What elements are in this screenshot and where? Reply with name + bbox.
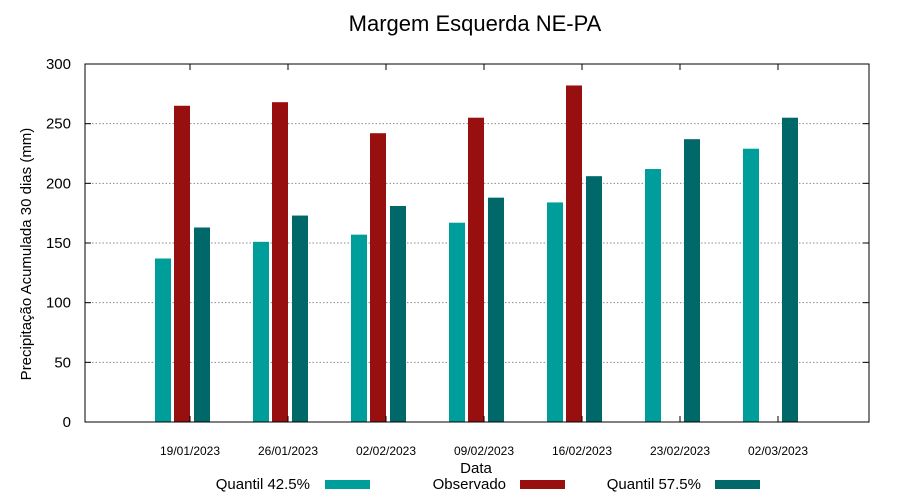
legend-label: Quantil 57.5% [607, 476, 701, 493]
bar-quantil-42-5- [155, 258, 171, 422]
x-axis: 19/01/2023 26/01/2023 02/02/2023 09/02/2023… [160, 64, 808, 458]
bar-quantil-42-5- [351, 234, 367, 422]
bar-observado [174, 105, 190, 423]
bar-quantil-57-5- [586, 176, 602, 422]
bar-observado [272, 102, 288, 422]
legend-swatch [715, 480, 760, 489]
bar-observado [468, 117, 484, 422]
bar-quantil-42-5- [449, 222, 465, 422]
y-tick-label: 0 [63, 414, 71, 431]
x-tick-label: 02/02/2023 [356, 444, 416, 458]
bar-quantil-57-5- [292, 215, 308, 422]
x-tick-label: 19/01/2023 [160, 444, 220, 458]
x-tick-label: 26/01/2023 [258, 444, 318, 458]
x-tick-label: 23/02/2023 [650, 444, 710, 458]
legend-label: Observado [433, 476, 506, 493]
bar-quantil-57-5- [488, 197, 504, 422]
chart-title: Margem Esquerda NE-PA [349, 11, 602, 36]
bar-quantil-57-5- [194, 227, 210, 422]
y-tick-label: 200 [46, 175, 71, 192]
y-tick-label: 50 [54, 354, 71, 371]
bar-observado [566, 85, 582, 422]
y-axis-label: Precipitação Acumulada 30 dias (mm) [18, 128, 35, 381]
y-tick-label: 150 [46, 235, 71, 252]
legend-swatch [325, 480, 370, 489]
bar-quantil-57-5- [684, 139, 700, 422]
bar-quantil-57-5- [782, 117, 798, 422]
bar-quantil-42-5- [253, 241, 269, 422]
legend-swatch [520, 480, 565, 489]
x-tick-label: 09/02/2023 [454, 444, 514, 458]
y-tick-label: 300 [46, 56, 71, 73]
x-axis-label: Data [460, 460, 492, 477]
bar-quantil-42-5- [547, 202, 563, 422]
bar-quantil-42-5- [645, 169, 661, 422]
x-tick-label: 02/03/2023 [748, 444, 808, 458]
legend-label: Quantil 42.5% [216, 476, 310, 493]
x-tick-label: 16/02/2023 [552, 444, 612, 458]
bar-quantil-57-5- [390, 206, 406, 422]
bar-quantil-42-5- [743, 148, 759, 422]
legend: Quantil 42.5% Observado Quantil 57.5% [216, 476, 760, 493]
bars [155, 85, 798, 423]
bar-observado [370, 133, 386, 423]
y-tick-label: 100 [46, 295, 71, 312]
y-axis: 0 50 100 150 200 250 300 [46, 56, 869, 431]
y-tick-label: 250 [46, 116, 71, 133]
